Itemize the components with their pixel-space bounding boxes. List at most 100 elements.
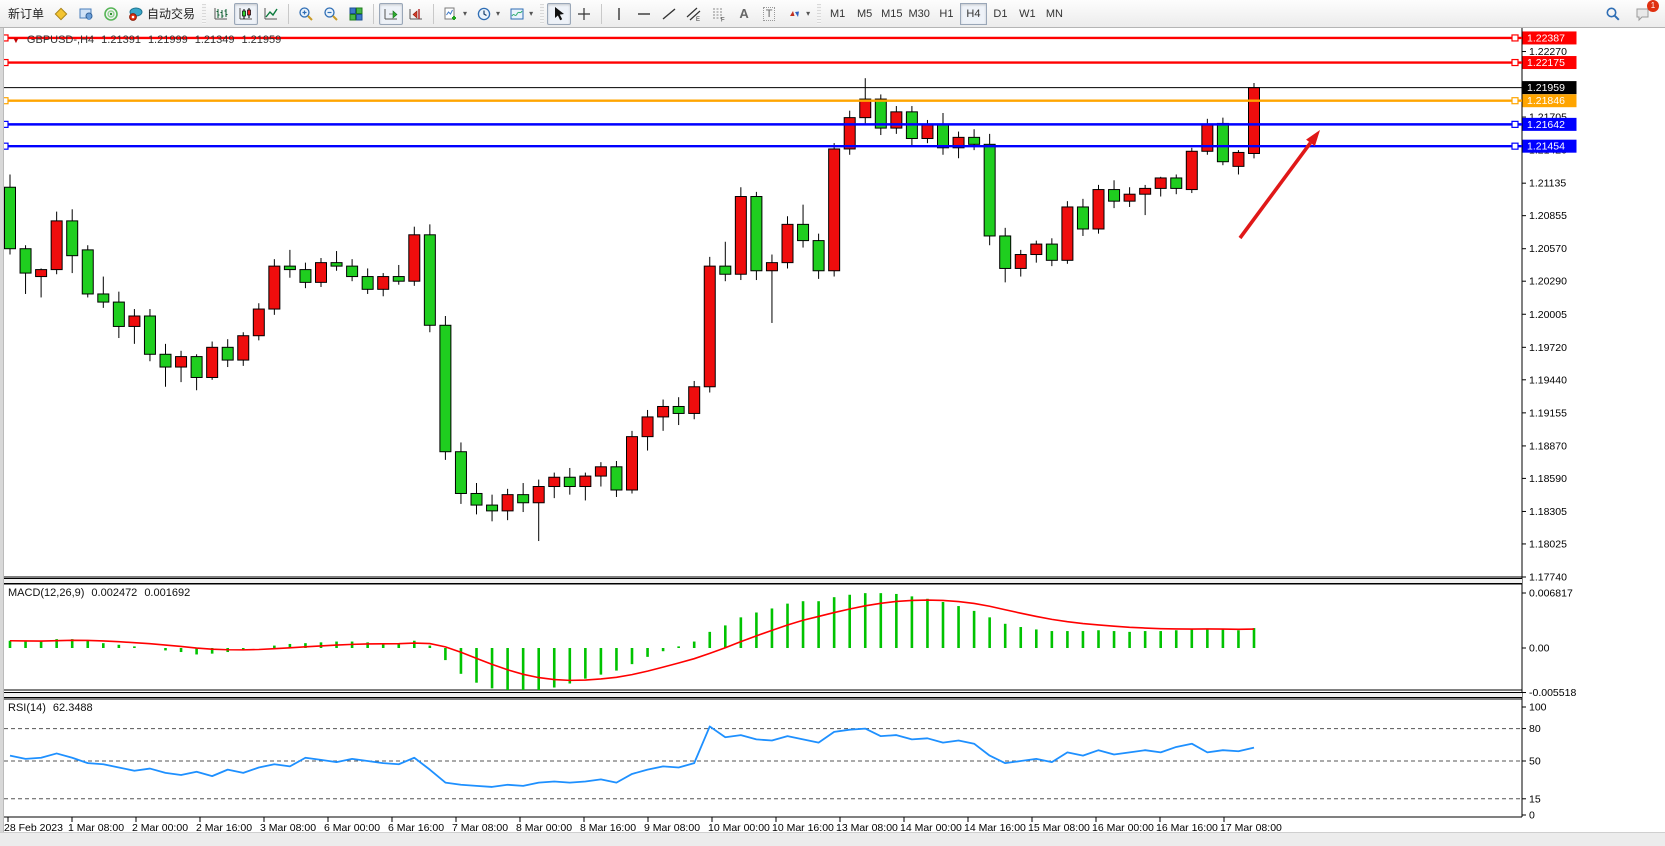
macd-name: MACD(12,26,9) xyxy=(8,587,85,599)
svg-text:1.21135: 1.21135 xyxy=(1529,178,1566,190)
toolbar: 新订单 自动交易 xyxy=(0,0,1665,28)
price-label-1.21454: 1.21454 xyxy=(1522,139,1577,153)
panel-divider[interactable] xyxy=(0,692,1522,698)
candle xyxy=(252,308,265,337)
rsi-axis: 100 80 50 15 0 xyxy=(1522,702,1547,822)
new-order-button[interactable]: 新订单 xyxy=(4,3,48,25)
candle xyxy=(361,276,374,290)
auto-scroll-button[interactable] xyxy=(379,2,404,25)
timeframe-m15-button[interactable]: M15 xyxy=(881,7,903,20)
text-tool-button[interactable]: A xyxy=(732,3,756,25)
timeframe-d1-button[interactable]: D1 xyxy=(993,7,1008,20)
horizontal-line-tool-button[interactable] xyxy=(632,3,656,25)
svg-text:1.18305: 1.18305 xyxy=(1529,506,1567,518)
periods-button[interactable]: ▾ xyxy=(472,3,504,25)
hline-1.21454[interactable] xyxy=(0,142,1522,150)
candle xyxy=(781,223,794,264)
candle xyxy=(1014,254,1027,269)
indicators-button[interactable]: ▾ xyxy=(439,3,471,25)
ohlc-high: 1.21999 xyxy=(147,34,188,46)
candle xyxy=(594,466,607,477)
hline-1.21642[interactable] xyxy=(0,120,1522,128)
panel-divider[interactable] xyxy=(0,578,1522,584)
chevron-down-icon: ▾ xyxy=(463,9,468,18)
line-chart-icon xyxy=(263,6,279,22)
templates-button[interactable]: ▾ xyxy=(505,3,537,25)
candle xyxy=(672,405,685,414)
chart-area[interactable]: 1.222701.217051.214201.211351.208551.205… xyxy=(0,28,1665,846)
candle xyxy=(1185,150,1198,191)
search-button[interactable] xyxy=(1601,3,1625,25)
tile-windows-button[interactable] xyxy=(344,3,368,25)
candlestick-chart-button[interactable] xyxy=(234,2,259,25)
candle xyxy=(299,269,312,283)
candle xyxy=(66,220,79,257)
timeframe-m1-button[interactable]: M1 xyxy=(829,7,846,20)
ohlc-open: 1.21391 xyxy=(101,34,141,46)
timeframe-h4-button[interactable]: H4 xyxy=(959,2,987,25)
candle xyxy=(874,98,887,129)
svg-text:50: 50 xyxy=(1529,756,1541,768)
signal-button[interactable] xyxy=(99,3,123,25)
fibonacci-tool-button[interactable]: F xyxy=(707,3,731,25)
candle xyxy=(81,249,94,295)
candle xyxy=(610,466,623,491)
candle xyxy=(175,356,188,368)
text-label-icon: T xyxy=(762,6,776,21)
macd-signal-value: 0.001692 xyxy=(144,587,191,599)
chart-shift-button[interactable] xyxy=(404,3,428,25)
svg-text:15: 15 xyxy=(1529,793,1541,805)
candle xyxy=(579,475,592,488)
candles-layer xyxy=(4,78,1260,542)
channel-tool-button[interactable]: E xyxy=(682,3,706,25)
zoom-in-button[interactable] xyxy=(294,3,318,25)
timeframe-w1-button[interactable]: W1 xyxy=(1019,7,1036,20)
bar-chart-button[interactable] xyxy=(209,3,233,25)
candle xyxy=(548,476,561,488)
navigator-button[interactable] xyxy=(74,3,98,25)
candle xyxy=(1045,243,1058,261)
rsi-line xyxy=(9,725,1255,788)
crosshair-button[interactable] xyxy=(572,3,596,25)
svg-text:-0.005518: -0.005518 xyxy=(1529,687,1576,699)
market-watch-button[interactable] xyxy=(49,3,73,25)
bar-chart-icon xyxy=(213,6,229,22)
candle xyxy=(719,265,732,275)
vertical-line-tool-button[interactable] xyxy=(607,3,631,25)
text-label-tool-button[interactable]: T xyxy=(757,3,781,25)
svg-text:1.20855: 1.20855 xyxy=(1529,210,1567,222)
line-chart-button[interactable] xyxy=(259,3,283,25)
notifications-button[interactable]: 1 xyxy=(1631,0,1659,25)
rsi-value: 62.3488 xyxy=(52,702,93,714)
trend-arrow[interactable] xyxy=(1238,130,1320,240)
svg-text:1.22175: 1.22175 xyxy=(1527,57,1565,69)
chevron-down-icon: ▾ xyxy=(529,9,534,18)
timeframe-m5-button[interactable]: M5 xyxy=(856,7,873,20)
svg-text:9 Mar 08:00: 9 Mar 08:00 xyxy=(644,822,700,834)
cursor-button[interactable] xyxy=(547,2,572,25)
hline-1.21846[interactable] xyxy=(0,97,1522,105)
trendline-tool-button[interactable] xyxy=(657,3,681,25)
hline-1.22175[interactable] xyxy=(0,58,1522,67)
candle xyxy=(1030,243,1043,256)
candle xyxy=(843,117,856,150)
candle xyxy=(4,186,16,250)
candle xyxy=(470,492,483,506)
candlestick-chart-icon xyxy=(238,6,254,22)
panel-borders xyxy=(0,28,1523,818)
rsi-name: RSI(14) xyxy=(8,702,46,714)
zoom-out-button[interactable] xyxy=(319,3,343,25)
timeframe-m30-button[interactable]: M30 xyxy=(908,7,930,20)
candle xyxy=(890,111,903,129)
candle xyxy=(19,248,32,274)
timeframe-h1-button[interactable]: H1 xyxy=(939,7,954,20)
candle xyxy=(1092,189,1105,230)
arrows-tool-button[interactable]: ▾ xyxy=(782,3,814,25)
candle xyxy=(1154,177,1167,189)
svg-text:80: 80 xyxy=(1529,723,1541,735)
timeframe-mn-button[interactable]: MN xyxy=(1045,7,1063,20)
macd-axis: 0.006817 0.00 -0.005518 xyxy=(1522,588,1576,699)
svg-text:2 Mar 00:00: 2 Mar 00:00 xyxy=(132,822,188,834)
auto-trading-button[interactable]: 自动交易 xyxy=(124,3,199,25)
toolbar-right: 1 xyxy=(1601,0,1659,25)
